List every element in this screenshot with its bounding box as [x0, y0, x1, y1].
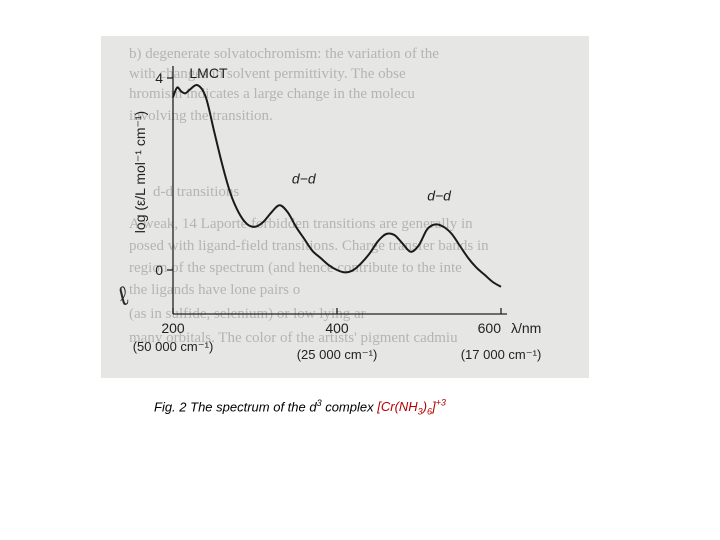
y-tick-label: 0 [155, 262, 163, 278]
complex-formula: [Cr(NH3)6]+3 [377, 398, 446, 417]
band-annotation: d−d [427, 187, 452, 203]
x-axis-unit-label: λ/nm [511, 320, 541, 336]
handwritten-scribble: ℓ [112, 280, 135, 312]
caption-d-superscript: 3 [316, 398, 322, 408]
figure-caption: Fig. 2 The spectrum of the d3 complex [C… [154, 398, 446, 417]
band-annotation: d−d [292, 171, 317, 187]
x-tick-label: 600 [478, 320, 502, 336]
x-tick-label: 200 [161, 320, 185, 336]
caption-prefix: Fig. 2 The spectrum of the d [154, 399, 317, 415]
spectrum-chart: 04 200(50 000 cm⁻¹)400(25 000 cm⁻¹)600(1… [112, 65, 542, 362]
formula-close: ] [432, 399, 436, 415]
y-ticks: 04 [155, 70, 173, 278]
formula-subscript-6: 6 [427, 406, 433, 417]
formula-charge: +3 [435, 398, 446, 408]
band-annotations: LMCT d−d d−d [189, 65, 452, 203]
formula-subscript-3: 3 [417, 406, 423, 417]
x-tick-sublabel: (25 000 cm⁻¹) [297, 347, 378, 362]
x-tick-label: 400 [325, 320, 349, 336]
formula-mid: ) [422, 399, 428, 415]
formula-open: [Cr(NH [377, 399, 418, 415]
caption-middle: complex [321, 399, 378, 415]
absorption-curve [172, 84, 502, 288]
x-ticks: 200 (50 000 cm⁻¹) 400 (25 000 cm⁻¹) 600 (17 0… [133, 308, 542, 362]
band-annotation: LMCT [189, 65, 228, 81]
x-tick-sublabel: (17 000 cm⁻¹) [461, 347, 542, 362]
y-tick-label: 4 [155, 70, 163, 86]
x-tick-sublabel: (50 000 cm⁻¹) [133, 339, 214, 354]
y-axis-label: log (ε/L mol⁻¹ cm⁻¹) [132, 111, 148, 233]
